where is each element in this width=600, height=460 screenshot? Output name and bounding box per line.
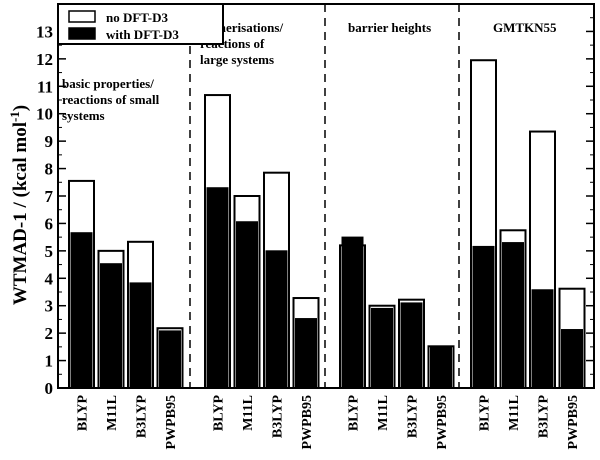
- bar-with-dft-d3: [561, 329, 583, 388]
- x-category-label: BLYP: [347, 395, 362, 432]
- group-title-line: basic properties/: [62, 76, 154, 91]
- x-category-label: PWPB95: [300, 395, 315, 449]
- bar-with-dft-d3: [70, 232, 93, 388]
- x-category-labels: BLYP M11L B3LYP PWPB95 BLYP M11L B3LYP PWPB95 BL…: [76, 380, 581, 449]
- bar-with-dft-d3: [100, 263, 122, 388]
- y-tick-label: 8: [45, 160, 54, 179]
- group-title-line: systems: [62, 108, 105, 123]
- x-category-label: PWPB95: [435, 395, 450, 449]
- x-category-label: B3LYP: [135, 395, 150, 439]
- y-tick-label: 4: [45, 269, 54, 288]
- x-category-label: PWPB95: [566, 395, 581, 449]
- bar-with-dft-d3: [531, 289, 554, 388]
- bar-with-dft-d3: [129, 282, 152, 388]
- x-category-label: M11L: [507, 395, 522, 431]
- y-axis-label-close: ): [10, 105, 31, 111]
- y-tick-label: 0: [45, 379, 54, 398]
- x-category-label: M11L: [105, 395, 120, 431]
- bar-with-dft-d3: [206, 187, 229, 388]
- x-category-label: B3LYP: [406, 395, 421, 439]
- bar-with-dft-d3: [430, 346, 452, 388]
- legend: no DFT-D3 with DFT-D3: [57, 3, 224, 45]
- bar-with-dft-d3: [502, 242, 524, 388]
- bar-with-dft-d3: [295, 318, 317, 388]
- bar-with-dft-d3: [400, 302, 423, 388]
- x-category-label: B3LYP: [271, 395, 286, 439]
- group-title: GMTKN55: [493, 20, 557, 35]
- y-axis-label-superscript: -1: [7, 111, 22, 122]
- y-tick-label: 11: [37, 77, 53, 96]
- x-category-label: M11L: [376, 395, 391, 431]
- legend-swatch: [68, 27, 96, 40]
- group-title: barrier heights: [348, 20, 431, 35]
- group-title-line: GMTKN55: [493, 20, 557, 35]
- bars: [68, 59, 586, 390]
- bar-with-dft-d3: [341, 236, 364, 388]
- y-tick-label: 13: [36, 22, 53, 41]
- y-tick-label: 12: [36, 50, 53, 69]
- x-category-label: BLYP: [212, 395, 227, 432]
- y-tick-label: 1: [45, 352, 54, 371]
- y-tick-label: 9: [45, 132, 54, 151]
- bar-with-dft-d3: [371, 307, 393, 388]
- x-category-label: PWPB95: [164, 395, 179, 449]
- bar-with-dft-d3: [265, 250, 288, 388]
- x-category-label: B3LYP: [537, 395, 552, 439]
- y-tick-label: 3: [45, 297, 54, 316]
- y-tick-label: 7: [45, 187, 54, 206]
- legend-label: with DFT-D3: [106, 27, 179, 42]
- y-tick-label: 5: [45, 242, 54, 261]
- y-tick-label: 2: [45, 324, 54, 343]
- group-title-line: large systems: [200, 52, 274, 67]
- bar-with-dft-d3: [472, 245, 495, 388]
- group-title-line: reactions of small: [62, 92, 160, 107]
- legend-label: no DFT-D3: [106, 10, 169, 25]
- bar-with-dft-d3: [236, 221, 258, 388]
- x-category-label: BLYP: [478, 395, 493, 432]
- bar-with-dft-d3: [159, 330, 181, 388]
- y-axis-label: WTMAD-1 / (kcal mol-1): [7, 105, 31, 305]
- group-title-line: barrier heights: [348, 20, 431, 35]
- group-title: basic properties/reactions of small syste…: [62, 76, 160, 123]
- x-category-label: M11L: [241, 395, 256, 431]
- legend-swatch: [68, 10, 96, 23]
- x-category-label: BLYP: [76, 395, 91, 432]
- y-tick-label: 6: [45, 214, 54, 233]
- y-tick-label: 10: [36, 105, 53, 124]
- group-dividers: [189, 4, 460, 388]
